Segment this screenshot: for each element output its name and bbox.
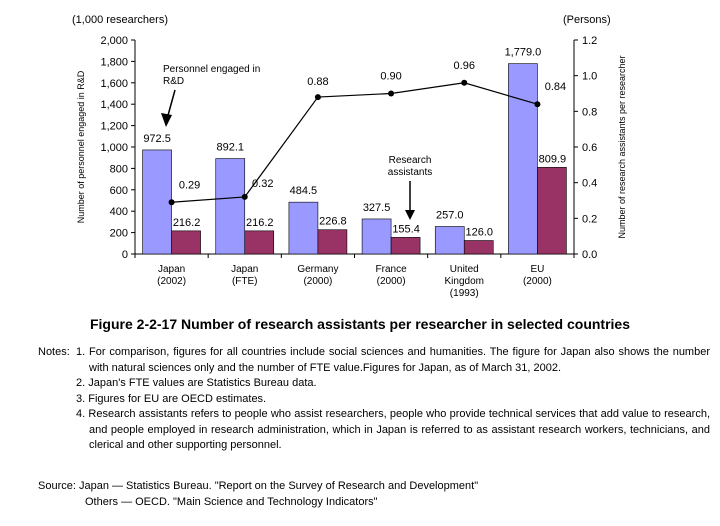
bar-value-label: 809.9 bbox=[539, 153, 567, 165]
category-label: Germany bbox=[297, 264, 338, 275]
bar bbox=[434, 226, 465, 255]
left-axis-title: Number of personnel engaged in R&D bbox=[76, 70, 86, 223]
chart: 0 200 400 600 800 1,000 1,200 1,400 1,600 1,800 2,… bbox=[72, 14, 627, 299]
left-tick-label: 400 bbox=[110, 206, 128, 218]
annotation-text: Personnel engaged in bbox=[163, 64, 260, 75]
bar bbox=[508, 63, 538, 255]
bar bbox=[171, 230, 201, 255]
annotation-arrowhead bbox=[161, 113, 172, 127]
notes: Notes: 1. For comparison, figures for al… bbox=[38, 345, 710, 454]
left-tick-label: 1,800 bbox=[100, 56, 128, 68]
right-tick-label: 0.0 bbox=[582, 249, 597, 261]
bar-value-label: 484.5 bbox=[290, 185, 318, 197]
bar-value-label: 216.2 bbox=[246, 217, 274, 229]
bar bbox=[288, 201, 319, 255]
ratio-point bbox=[168, 199, 175, 206]
bar-value-label: 892.1 bbox=[216, 142, 244, 154]
category-label: (1993) bbox=[450, 288, 479, 299]
category-label: (2000) bbox=[377, 276, 406, 287]
bar bbox=[390, 237, 421, 255]
annotation-text: assistants bbox=[388, 167, 432, 178]
ratio-value-label: 0.88 bbox=[307, 76, 328, 88]
ratio-value-label: 0.32 bbox=[252, 178, 273, 190]
source-line: Source: Japan — Statistics Bureau. "Repo… bbox=[38, 480, 479, 492]
ratio-point bbox=[534, 101, 541, 108]
ratio-point bbox=[461, 79, 468, 86]
right-tick-label: 1.2 bbox=[582, 35, 597, 47]
bar bbox=[463, 240, 494, 255]
note-item: 1. For comparison, figures for all count… bbox=[76, 346, 710, 374]
right-tick-label: 0.6 bbox=[582, 142, 597, 154]
bar bbox=[215, 158, 246, 255]
left-tick-label: 0 bbox=[122, 249, 128, 261]
ratio-point bbox=[241, 193, 248, 200]
category-label: EU bbox=[530, 264, 544, 275]
category-label: (FTE) bbox=[232, 276, 258, 287]
left-tick-label: 1,600 bbox=[100, 78, 128, 90]
ratio-value-label: 0.84 bbox=[545, 81, 566, 93]
bar-value-label: 226.8 bbox=[319, 216, 347, 228]
ratio-point bbox=[314, 94, 321, 101]
right-tick-label: 0.8 bbox=[582, 106, 597, 118]
category-label: Kingdom bbox=[445, 276, 484, 287]
bar bbox=[361, 218, 392, 255]
category-label: Japan bbox=[158, 264, 185, 275]
ratio-line bbox=[171, 82, 538, 203]
annotation-arrowhead bbox=[405, 210, 415, 220]
bar-value-label: 126.0 bbox=[465, 227, 493, 239]
bar-value-label: 972.5 bbox=[143, 133, 171, 145]
annotation-text: Research bbox=[389, 155, 432, 166]
annotation-arrow bbox=[166, 89, 176, 120]
category-label: (2002) bbox=[157, 276, 186, 287]
category-label: Japan bbox=[231, 264, 258, 275]
ratio-value-label: 0.96 bbox=[454, 60, 475, 72]
right-unit-label: (Persons) bbox=[563, 14, 611, 26]
bar-value-label: 1,779.0 bbox=[505, 47, 542, 59]
left-tick-label: 1,400 bbox=[100, 99, 128, 111]
bar-value-label: 155.4 bbox=[392, 223, 420, 235]
left-tick-label: 2,000 bbox=[100, 35, 128, 47]
right-axis-title: Number of research assistants per resear… bbox=[617, 55, 627, 238]
notes-label: Notes: bbox=[38, 346, 70, 358]
source-line: Others — OECD. "Main Science and Technol… bbox=[85, 495, 378, 508]
left-tick-label: 1,200 bbox=[100, 121, 128, 133]
bar-value-label: 216.2 bbox=[173, 217, 201, 229]
left-unit-label: (1,000 researchers) bbox=[72, 14, 168, 26]
right-tick-label: 0.4 bbox=[582, 178, 597, 190]
bar bbox=[244, 230, 275, 255]
bar-value-label: 257.0 bbox=[436, 210, 464, 222]
ratio-point bbox=[388, 90, 395, 97]
right-tick-label: 0.2 bbox=[582, 213, 597, 225]
category-label: (2000) bbox=[303, 276, 332, 287]
left-tick-label: 200 bbox=[110, 228, 128, 240]
bar-value-label: 327.5 bbox=[363, 202, 391, 214]
category-label: United bbox=[450, 264, 479, 275]
category-label: (2000) bbox=[523, 276, 552, 287]
left-tick-label: 1,000 bbox=[100, 142, 128, 154]
bar bbox=[317, 229, 348, 255]
bar bbox=[537, 167, 567, 255]
left-tick-label: 600 bbox=[110, 185, 128, 197]
right-tick-label: 1.0 bbox=[582, 71, 597, 83]
note-item: 2. Japan's FTE values are Statistics Bur… bbox=[76, 377, 317, 389]
annotation-text: R&D bbox=[163, 76, 184, 87]
category-label: France bbox=[376, 264, 408, 275]
bar bbox=[142, 149, 172, 255]
figure-title: Figure 2-2-17 Number of research assista… bbox=[89, 316, 630, 332]
ratio-value-label: 0.29 bbox=[179, 179, 200, 191]
note-item: 4. Research assistants refers to people … bbox=[76, 408, 710, 451]
left-tick-label: 800 bbox=[110, 163, 128, 175]
note-item: 3. Figures for EU are OECD estimates. bbox=[76, 392, 267, 405]
ratio-value-label: 0.90 bbox=[380, 71, 401, 83]
source: Source: Japan — Statistics Bureau. "Repo… bbox=[38, 479, 478, 510]
